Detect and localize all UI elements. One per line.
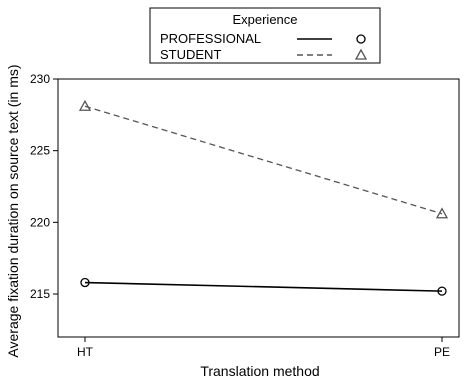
legend-box xyxy=(149,7,381,64)
legend-marker xyxy=(354,48,368,60)
data-point-professional xyxy=(80,277,90,288)
y-tick-label: 215 xyxy=(30,287,50,301)
y-tick-label: 220 xyxy=(30,215,50,229)
legend-entry-student: STUDENT xyxy=(160,47,368,62)
x-axis: HT PE xyxy=(77,337,450,359)
x-axis-title: Translation method xyxy=(200,363,319,379)
series-line-student xyxy=(84,105,443,215)
series-line-professional xyxy=(84,281,443,292)
legend-label: PROFESSIONAL xyxy=(160,31,261,46)
series-professional xyxy=(80,277,447,296)
data-point-student xyxy=(435,207,449,219)
series-student xyxy=(78,99,449,219)
legend-entry-professional: PROFESSIONAL xyxy=(160,31,366,46)
x-tick-label: HT xyxy=(77,345,94,359)
plot-frame xyxy=(57,78,460,338)
legend-title: Experience xyxy=(232,12,297,27)
data-point-student xyxy=(78,99,92,111)
x-tick-label: PE xyxy=(434,345,450,359)
series-layer xyxy=(78,99,449,296)
y-tick-label: 230 xyxy=(30,72,50,86)
y-tick-label: 225 xyxy=(30,144,50,158)
data-point-professional xyxy=(437,286,447,296)
legend-marker xyxy=(356,34,366,44)
y-axis-title: Average fixation duration on source text… xyxy=(5,64,21,357)
legend-label: STUDENT xyxy=(160,47,221,62)
y-axis: 215 220 225 230 xyxy=(30,72,58,301)
